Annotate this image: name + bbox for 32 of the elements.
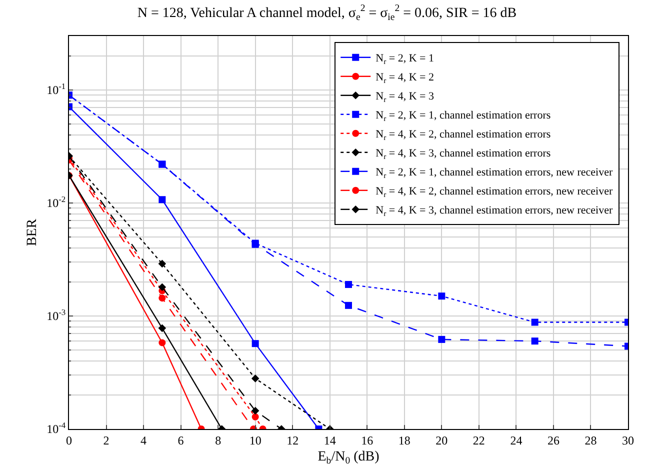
y-tick-label: 10$^{-4}$ <box>46 421 66 436</box>
x-tick-label: 14 <box>324 433 336 448</box>
legend-label: N$_{r}$ = 2, K = 1, channel estimation errors <box>376 110 551 123</box>
legend-label: N$_{r}$ = 4, K = 3 <box>376 90 434 104</box>
legend-label: N$_{r}$ = 4, K = 2, channel estimation errors <box>376 128 551 142</box>
x-axis-title: E$_{b}$/N$_{0}$ (dB) <box>318 450 380 467</box>
legend-label: N$_{r}$ = 2, K = 1, channel estimation errors, new receiver <box>376 166 613 180</box>
x-tick-label: 16 <box>361 433 374 448</box>
x-tick-label: 10 <box>249 433 262 448</box>
x-tick-label: 18 <box>398 433 410 448</box>
legend-label: N$_{r}$ = 4, K = 2, channel estimation errors, new receiver <box>376 186 613 199</box>
x-tick-label: 4 <box>140 433 147 448</box>
legend-label: N$_{r}$ = 4, K = 3, channel estimation errors <box>376 148 551 161</box>
x-tick-label: 0 <box>66 433 72 448</box>
x-tick-label: 22 <box>472 433 485 448</box>
chart-title: N = 128, Vehicular A channel model, σ$_{e}$$^{2}$ = σ$_{ie}$$^{2}$ = 0.06, SIR = 16 dB <box>137 3 517 23</box>
x-tick-label: 2 <box>103 433 110 448</box>
legend-label: N$_{r}$ = 4, K = 2 <box>376 72 434 85</box>
y-axis-title: BER <box>25 218 40 246</box>
x-tick-label: 30 <box>622 433 634 448</box>
y-tick-label: 10$^{-3}$ <box>46 308 66 324</box>
x-tick-label: 28 <box>584 433 597 448</box>
legend-label: N$_{r}$ = 2, K = 1 <box>376 52 434 66</box>
x-tick-label: 24 <box>510 433 522 448</box>
x-tick-label: 26 <box>547 433 560 448</box>
x-tick-label: 12 <box>286 433 299 448</box>
x-tick-label: 20 <box>436 433 448 448</box>
y-tick-label: 10$^{-1}$ <box>46 82 66 98</box>
legend-label: N$_{r}$ = 4, K = 3, channel estimation errors, new receiver <box>376 204 613 218</box>
y-tick-label: 10$^{-2}$ <box>46 195 66 210</box>
x-tick-label: 8 <box>215 433 222 448</box>
x-tick-label: 6 <box>178 433 184 448</box>
